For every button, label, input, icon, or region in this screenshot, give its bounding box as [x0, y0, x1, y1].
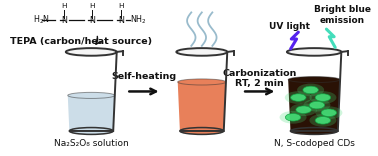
- Ellipse shape: [177, 48, 227, 56]
- Text: RT, 2 min: RT, 2 min: [235, 79, 284, 88]
- Text: H: H: [89, 3, 95, 9]
- Ellipse shape: [321, 109, 336, 117]
- Ellipse shape: [303, 86, 318, 94]
- Ellipse shape: [280, 111, 307, 124]
- Text: H: H: [118, 3, 124, 9]
- Ellipse shape: [315, 94, 331, 101]
- Ellipse shape: [296, 106, 311, 113]
- Ellipse shape: [304, 99, 330, 112]
- Text: H: H: [61, 3, 67, 9]
- Text: N: N: [89, 15, 95, 24]
- Ellipse shape: [291, 94, 306, 101]
- Ellipse shape: [287, 48, 341, 56]
- Polygon shape: [68, 95, 115, 131]
- Ellipse shape: [290, 103, 317, 116]
- Ellipse shape: [309, 101, 325, 109]
- Ellipse shape: [288, 77, 340, 83]
- Ellipse shape: [66, 48, 117, 56]
- Ellipse shape: [297, 84, 324, 96]
- Text: TEPA (carbon/heat source): TEPA (carbon/heat source): [10, 37, 152, 46]
- Ellipse shape: [290, 128, 338, 134]
- Text: Carbonization: Carbonization: [223, 69, 297, 78]
- Ellipse shape: [180, 128, 224, 134]
- Text: Self-heating: Self-heating: [112, 72, 177, 81]
- Text: H$_2$N: H$_2$N: [33, 14, 50, 26]
- Text: N, S-codoped CDs: N, S-codoped CDs: [274, 139, 355, 148]
- Text: NH$_2$: NH$_2$: [130, 14, 147, 26]
- Polygon shape: [178, 82, 226, 131]
- Text: Bright blue
emission: Bright blue emission: [314, 5, 371, 24]
- Text: N: N: [61, 15, 67, 24]
- Text: Na₂S₂O₈ solution: Na₂S₂O₈ solution: [54, 139, 129, 148]
- Ellipse shape: [69, 128, 113, 134]
- Ellipse shape: [285, 114, 301, 121]
- Ellipse shape: [178, 79, 226, 85]
- Ellipse shape: [310, 114, 336, 127]
- Ellipse shape: [315, 106, 342, 119]
- Polygon shape: [288, 80, 340, 131]
- Text: UV light: UV light: [269, 22, 310, 31]
- Ellipse shape: [315, 117, 331, 124]
- Ellipse shape: [285, 91, 312, 104]
- Text: N: N: [118, 15, 124, 24]
- Ellipse shape: [310, 91, 336, 104]
- Ellipse shape: [68, 92, 115, 98]
